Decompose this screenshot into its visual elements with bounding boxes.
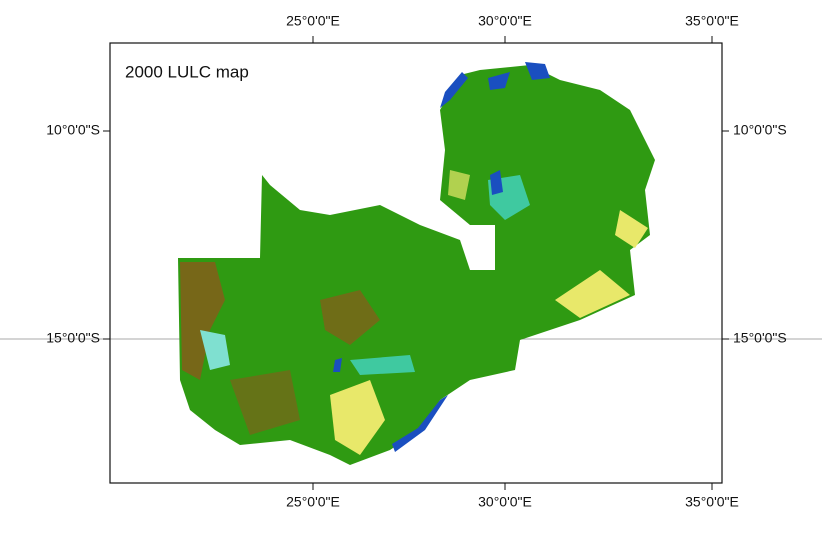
water-body <box>333 358 342 372</box>
grassland-patch <box>330 380 385 455</box>
latitude-label: 10°0'0"S <box>46 122 100 138</box>
graticule-labels: 25°0'0"E 25°0'0"E 30°0'0"E 30°0'0"E 35°0'0"E… <box>46 13 786 510</box>
land-cover <box>178 62 655 465</box>
water-body <box>525 62 550 80</box>
water-body <box>488 72 510 90</box>
shrubland-patch <box>320 290 380 345</box>
water-body <box>440 72 468 108</box>
shrubland-patch <box>230 370 300 435</box>
wetland-patch <box>350 355 415 375</box>
longitude-label: 30°0'0"E <box>478 13 532 29</box>
map-frame <box>109 42 723 484</box>
longitude-label: 25°0'0"E <box>286 13 340 29</box>
map-title: 2000 LULC map <box>125 62 249 81</box>
longitude-label: 30°0'0"E <box>478 494 532 510</box>
country-shape <box>178 65 655 465</box>
grassland-patch <box>448 170 470 200</box>
water-body <box>490 170 503 195</box>
longitude-label: 35°0'0"E <box>685 13 739 29</box>
longitude-label: 35°0'0"E <box>685 494 739 510</box>
latitude-label: 15°0'0"S <box>46 330 100 346</box>
latitude-label: 10°0'0"S <box>733 122 787 138</box>
water-body <box>392 395 448 452</box>
latitude-label: 15°0'0"S <box>733 330 787 346</box>
grassland-patch <box>615 210 648 248</box>
longitude-label: 25°0'0"E <box>286 494 340 510</box>
shrubland-patch <box>180 262 225 380</box>
grassland-patch <box>555 270 630 318</box>
wetland-patch <box>200 330 230 370</box>
